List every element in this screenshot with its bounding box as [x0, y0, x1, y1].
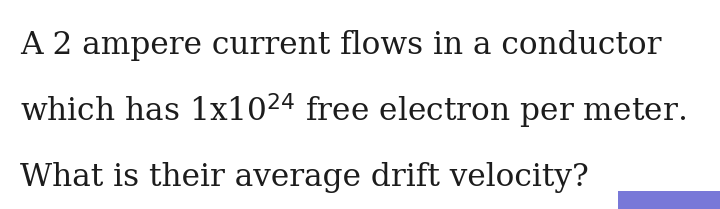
Text: which has 1x10$^{24}$ free electron per meter.: which has 1x10$^{24}$ free electron per … [20, 91, 686, 130]
Text: A 2 ampere current flows in a conductor: A 2 ampere current flows in a conductor [20, 31, 662, 61]
FancyBboxPatch shape [618, 191, 720, 209]
Text: What is their average drift velocity?: What is their average drift velocity? [20, 162, 589, 193]
